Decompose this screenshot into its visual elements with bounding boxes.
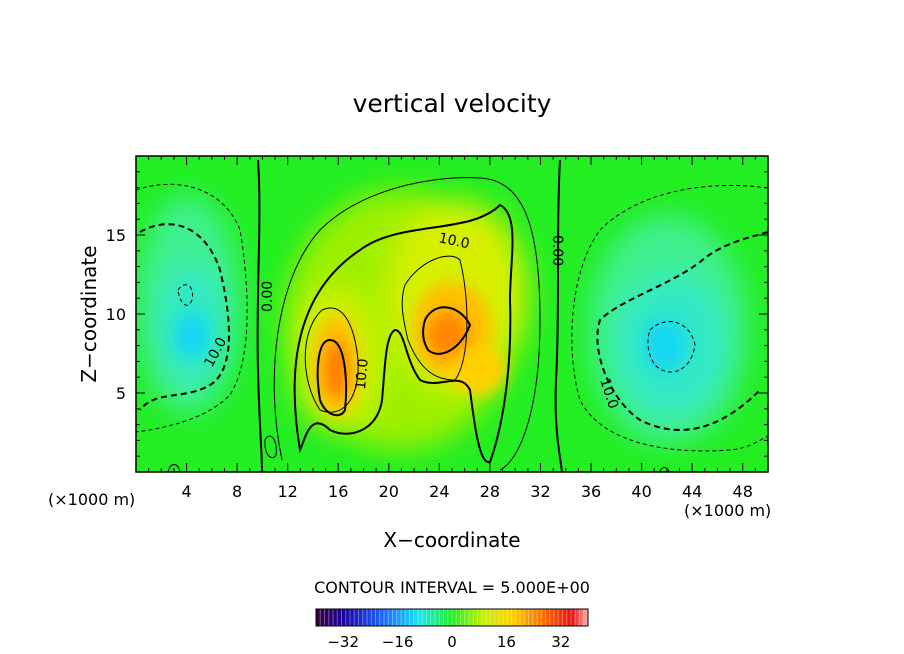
x-tick-label: 48 [733,482,753,501]
contour-label: 10.0 [437,230,471,252]
x-tick-label: 12 [278,482,298,501]
x-unit-left: (×1000 m) [48,490,135,509]
contour-label: 0.00 [549,235,565,266]
x-tick-label: 4 [181,482,191,501]
x-tick-label: 40 [631,482,651,501]
plot-area: 10.0 0.00 10.0 0.00 10.0 10.0 [136,156,768,472]
contour-interval: CONTOUR INTERVAL = 5.000E+00 [314,578,590,597]
chart-title: vertical velocity [353,89,552,118]
x-tick-label: 32 [530,482,550,501]
x-tick-label: 24 [429,482,449,501]
y-tick-label: 15 [106,226,126,245]
y-tick-label: 10 [106,305,126,324]
x-axis-label: X−coordinate [383,528,520,552]
y-axis-label: Z−coordinate [77,245,101,382]
colorbar-tick-label: 0 [447,633,457,651]
contour-label: 10.0 [353,358,372,390]
x-unit-right: (×1000 m) [684,501,771,520]
colorbar: −32 −16 0 16 32 [315,608,589,651]
x-tick-label: 44 [682,482,702,501]
contour-label: 0.00 [260,281,276,312]
colorbar-tick-label: 16 [497,633,516,651]
y-axis-ticks: 5 10 15 [106,171,768,457]
x-tick-label: 28 [480,482,500,501]
x-tick-label: 8 [232,482,242,501]
x-tick-label: 36 [581,482,601,501]
colorbar-tick-label: 32 [551,633,570,651]
colorbar-tick-label: −16 [382,633,414,651]
y-tick-label: 5 [116,384,126,403]
x-tick-label: 20 [379,482,399,501]
colorbar-tick-label: −32 [327,633,359,651]
x-tick-label: 16 [328,482,348,501]
x-axis-ticks: 4 8 12 16 20 24 28 32 36 40 44 48 [148,156,756,501]
